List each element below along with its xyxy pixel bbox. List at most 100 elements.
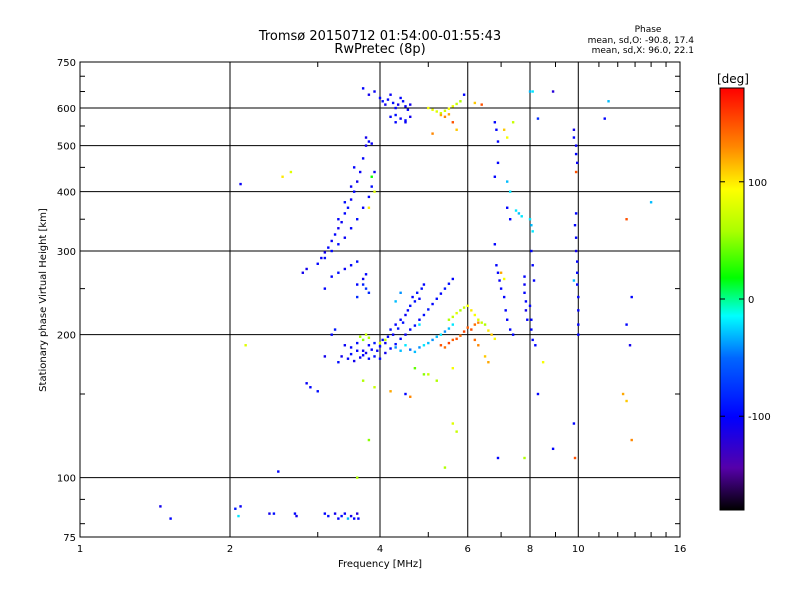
data-point <box>451 105 455 108</box>
data-point <box>378 357 382 360</box>
y-axis-label: Stationary phase Virtual Height [km] <box>38 208 49 392</box>
data-point <box>399 349 402 352</box>
data-point <box>443 346 447 349</box>
data-point <box>473 101 477 105</box>
data-point <box>531 264 534 267</box>
data-point <box>355 349 359 352</box>
data-point <box>455 430 458 433</box>
data-point <box>370 185 373 188</box>
data-point <box>301 271 305 274</box>
data-point <box>573 224 577 227</box>
data-point <box>524 300 528 303</box>
data-point <box>431 338 434 342</box>
data-point <box>451 315 455 319</box>
data-point <box>528 304 532 308</box>
data-point <box>621 392 625 396</box>
data-point <box>337 517 340 520</box>
phase-o-stats: mean, sd,O: -90.8, 17.4 <box>588 36 695 46</box>
data-point <box>470 328 473 331</box>
data-point <box>451 338 455 342</box>
data-point <box>361 87 365 90</box>
data-point <box>349 352 353 356</box>
data-point <box>466 304 469 308</box>
data-point <box>422 313 426 317</box>
y-tick-label: 75 <box>63 533 76 544</box>
data-point <box>528 218 532 221</box>
data-point <box>574 212 578 215</box>
data-point <box>628 344 632 347</box>
data-point <box>577 333 580 336</box>
data-point <box>376 349 379 352</box>
data-point <box>394 121 397 124</box>
data-point <box>320 256 323 260</box>
data-point <box>443 466 447 469</box>
data-point <box>343 201 347 204</box>
data-point <box>394 106 397 110</box>
data-point <box>413 350 417 354</box>
data-point <box>396 327 400 330</box>
data-point <box>384 351 387 355</box>
data-point <box>404 119 407 122</box>
data-point <box>625 399 628 403</box>
data-point <box>305 382 308 385</box>
data-point <box>337 227 340 230</box>
data-point <box>323 251 327 254</box>
data-point <box>337 218 340 221</box>
data-point <box>524 309 528 312</box>
data-point <box>480 321 483 324</box>
data-point <box>517 212 521 215</box>
phase-x-stats: mean, sd,X: 96.0, 22.1 <box>592 46 694 56</box>
data-point <box>239 505 242 508</box>
data-point <box>439 333 443 336</box>
data-point <box>367 357 371 360</box>
data-point <box>370 142 373 145</box>
data-point <box>413 366 417 370</box>
data-point <box>409 348 412 351</box>
data-point <box>327 246 330 249</box>
data-point <box>381 338 384 342</box>
data-point <box>323 512 327 515</box>
data-point <box>333 233 337 236</box>
data-point <box>505 136 509 139</box>
data-point <box>443 115 447 119</box>
data-point <box>427 341 430 345</box>
data-point <box>234 507 237 510</box>
data-point <box>455 311 458 315</box>
data-point <box>451 277 455 281</box>
data-point <box>413 300 417 303</box>
data-point <box>439 292 443 295</box>
data-point <box>343 512 347 515</box>
data-point <box>576 161 579 165</box>
data-point <box>367 93 371 96</box>
data-point <box>364 144 368 147</box>
data-point <box>404 121 407 124</box>
data-point <box>404 392 407 396</box>
data-point <box>431 302 434 306</box>
data-point <box>493 243 497 246</box>
data-point <box>357 517 360 520</box>
data-point <box>508 190 512 193</box>
data-point <box>505 180 509 183</box>
data-point <box>340 355 343 358</box>
data-point <box>443 287 447 290</box>
data-point <box>364 333 368 336</box>
data-point <box>316 262 319 265</box>
colorbar-ticks: -100 0 100 <box>720 178 771 423</box>
data-point <box>418 323 421 326</box>
data-point <box>367 206 371 209</box>
data-point <box>364 136 368 139</box>
data-point <box>323 256 327 260</box>
data-point <box>573 456 577 460</box>
data-point <box>364 273 368 276</box>
data-point <box>361 206 365 209</box>
data-point <box>536 117 540 120</box>
data-point <box>435 297 438 300</box>
data-point <box>401 321 405 324</box>
data-point <box>576 260 579 263</box>
data-point <box>327 514 330 518</box>
data-point <box>337 271 340 274</box>
data-point <box>404 333 407 336</box>
data-point <box>532 279 536 282</box>
data-point <box>625 323 628 326</box>
